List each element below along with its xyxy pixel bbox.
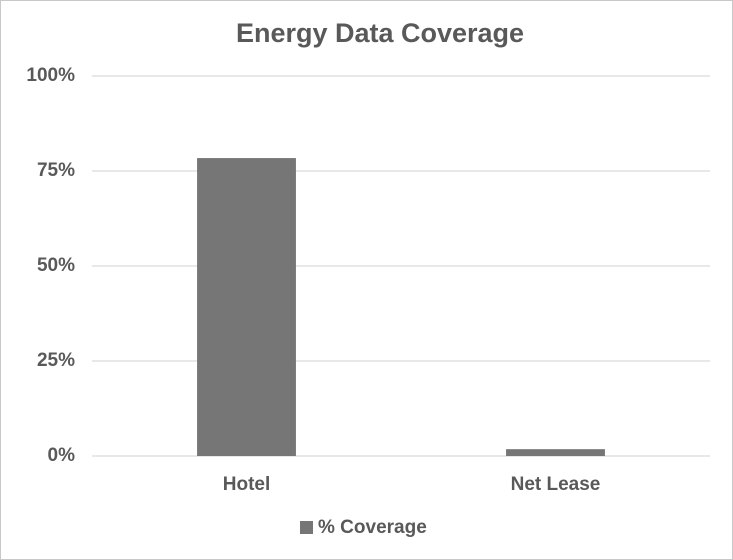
chart-title: Energy Data Coverage [236, 18, 524, 48]
bar [506, 449, 605, 456]
y-tick-label: 0% [48, 445, 76, 466]
bar [197, 158, 296, 456]
y-tick-label: 100% [26, 65, 75, 86]
legend-swatch [300, 521, 313, 534]
y-tick-label: 50% [37, 255, 75, 276]
x-tick-label: Net Lease [511, 474, 601, 495]
legend-label: % Coverage [318, 517, 427, 538]
y-tick-label: 75% [37, 160, 75, 181]
x-tick-label: Hotel [223, 474, 271, 495]
y-tick-label: 25% [37, 350, 75, 371]
